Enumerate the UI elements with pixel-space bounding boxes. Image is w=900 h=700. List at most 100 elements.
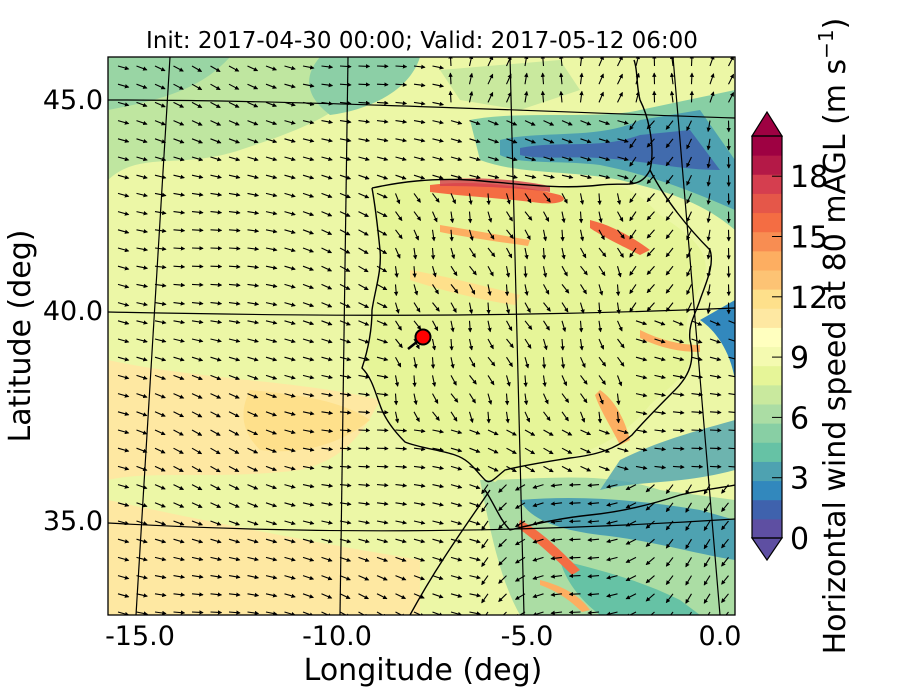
- wind-arrow: [358, 593, 369, 600]
- wind-arrow: [228, 264, 241, 269]
- wind-arrow: [703, 557, 711, 568]
- wind-arrow: [481, 557, 489, 568]
- wind-arrow: [321, 483, 334, 488]
- wind-arrow: [532, 484, 544, 489]
- wind-arrow: [154, 393, 166, 399]
- wind-arrow: [498, 484, 507, 493]
- wind-arrow: [136, 156, 148, 162]
- wind-arrow: [665, 229, 674, 240]
- wind-arrow: [191, 538, 204, 544]
- wind-arrow: [709, 320, 721, 326]
- wind-arrow: [686, 120, 692, 132]
- wind-arrow: [339, 520, 352, 525]
- wind-arrow: [665, 557, 674, 567]
- wind-arrow: [154, 210, 167, 215]
- wind-arrow: [504, 284, 510, 297]
- wind-arrow: [597, 193, 602, 206]
- wind-arrow: [650, 611, 655, 615]
- wind-arrow: [191, 65, 203, 72]
- wind-arrow: [469, 138, 481, 144]
- wind-arrow: [117, 393, 130, 398]
- wind-arrow: [691, 338, 703, 344]
- wind-arrow: [665, 247, 674, 258]
- wind-arrow: [321, 356, 333, 362]
- wind-arrow: [413, 302, 421, 313]
- wind-arrow: [321, 374, 333, 380]
- wind-arrow: [376, 265, 388, 273]
- wind-arrow: [559, 72, 564, 85]
- wind-arrow: [559, 90, 564, 103]
- wind-arrow: [339, 392, 352, 397]
- wind-arrow: [580, 465, 592, 472]
- wind-arrow: [358, 119, 371, 124]
- wind-arrow: [616, 193, 622, 205]
- wind-arrow: [709, 73, 715, 85]
- wind-arrow: [728, 465, 735, 468]
- wind-arrow: [284, 520, 296, 526]
- wind-arrow: [721, 484, 729, 494]
- wind-arrow: [321, 64, 334, 70]
- wind-arrow: [321, 174, 333, 180]
- wind-arrow: [284, 283, 296, 289]
- wind-arrow: [321, 82, 334, 88]
- wind-arrow: [617, 247, 624, 258]
- wind-arrow: [431, 229, 436, 242]
- wind-arrow: [542, 229, 548, 242]
- wind-arrow: [579, 229, 585, 242]
- wind-arrow: [413, 520, 426, 525]
- wind-arrow: [136, 575, 148, 580]
- wind-arrow: [506, 247, 513, 259]
- wind-arrow: [358, 392, 371, 397]
- wind-arrow: [524, 302, 531, 313]
- wind-arrow: [136, 211, 148, 216]
- wind-arrow: [524, 338, 532, 349]
- wind-arrow: [469, 174, 481, 180]
- wind-arrow: [191, 556, 204, 562]
- wind-arrow: [339, 229, 351, 236]
- wind-arrow: [707, 611, 711, 615]
- wind-arrow: [580, 393, 588, 404]
- site-marker: [407, 328, 432, 350]
- wind-arrow: [629, 138, 637, 149]
- wind-arrow: [413, 446, 426, 452]
- wind-arrow: [413, 82, 426, 88]
- wind-arrow: [487, 447, 499, 454]
- wind-arrow: [543, 320, 550, 331]
- wind-arrow: [321, 465, 334, 470]
- wind-arrow: [598, 429, 610, 435]
- wind-arrow: [395, 100, 408, 106]
- wind-arrow: [247, 156, 259, 162]
- wind-arrow: [413, 556, 426, 562]
- wind-arrow: [136, 520, 148, 526]
- wind-arrow: [339, 464, 352, 470]
- wind-arrow: [358, 538, 370, 544]
- wind-arrow: [543, 211, 550, 222]
- wind-arrow: [469, 375, 477, 385]
- wind-arrow: [247, 592, 260, 598]
- wind-arrow: [173, 520, 185, 526]
- wind-arrow: [646, 247, 655, 257]
- wind-arrow: [358, 247, 369, 254]
- wind-arrow: [450, 193, 456, 205]
- wind-arrow: [487, 73, 494, 85]
- wind-arrow: [284, 374, 296, 380]
- wind-arrow: [469, 575, 481, 580]
- wind-arrow: [598, 447, 610, 453]
- wind-arrow: [247, 411, 259, 417]
- colorbar-segment: [752, 174, 782, 194]
- wind-arrow: [339, 302, 351, 308]
- wind-arrow: [284, 484, 296, 489]
- wind-arrow: [487, 91, 494, 103]
- wind-arrow: [117, 302, 130, 307]
- wind-arrow: [691, 320, 703, 326]
- wind-arrow: [598, 375, 606, 385]
- wind-arrow: [413, 483, 426, 488]
- wind-arrow: [191, 301, 204, 306]
- wind-arrow: [412, 247, 418, 260]
- wind-arrow: [247, 246, 260, 252]
- wind-arrow: [247, 338, 259, 343]
- wind-arrow: [672, 338, 685, 344]
- wind-arrow: [606, 611, 618, 615]
- wind-arrow: [635, 411, 648, 416]
- wind-arrow: [486, 411, 491, 424]
